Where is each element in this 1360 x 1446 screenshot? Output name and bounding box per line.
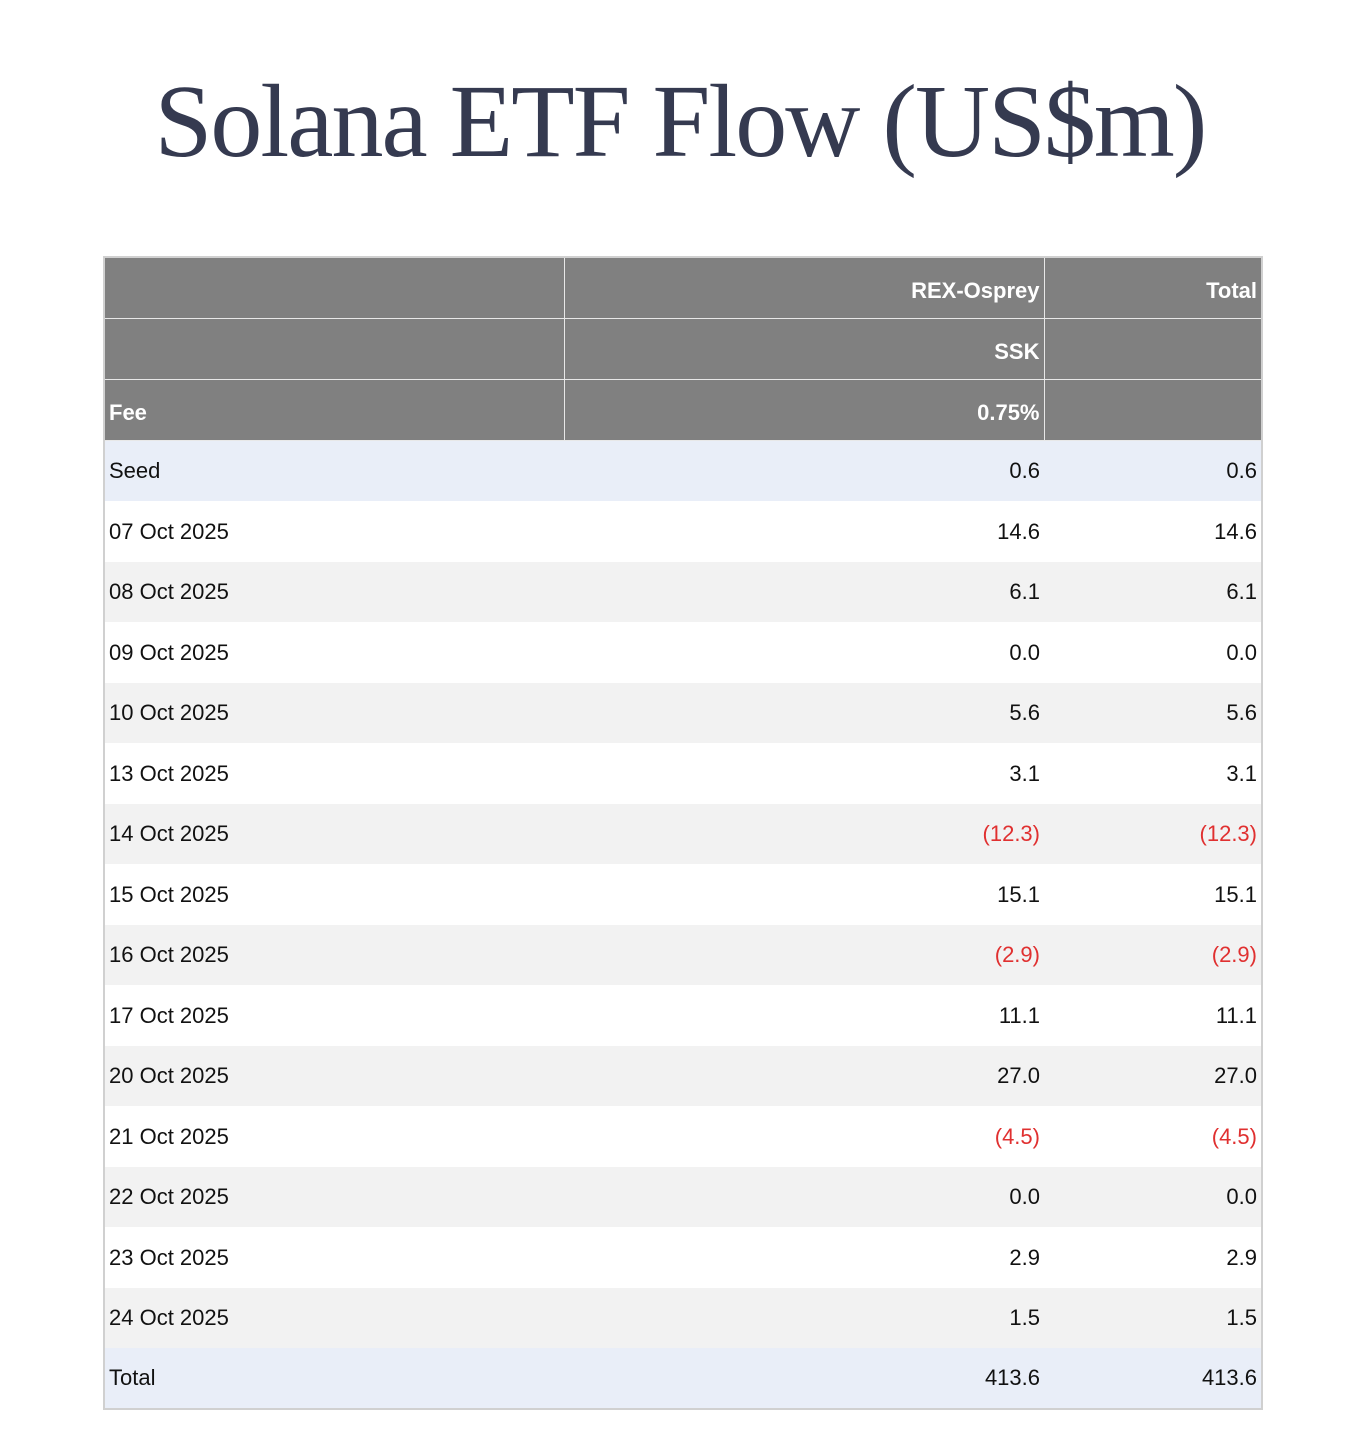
cell-value: 2.9	[564, 1227, 1044, 1288]
cell-value: 3.1	[1044, 743, 1262, 804]
cell-value: 3.1	[564, 743, 1044, 804]
cell-value: (12.3)	[564, 803, 1044, 865]
table-row: 20 Oct 2025 27.0 27.0	[104, 1045, 1262, 1107]
cell-value: 5.6	[1044, 682, 1262, 744]
table-row: 14 Oct 2025 (12.3) (12.3)	[104, 803, 1262, 865]
header-row: Fee 0.75%	[103, 379, 1263, 442]
row-label: 13 Oct 2025	[104, 743, 564, 804]
header-row: REX-Osprey Total	[103, 256, 1263, 319]
row-label: 10 Oct 2025	[104, 682, 564, 744]
row-label: 07 Oct 2025	[104, 501, 564, 562]
table-row: 09 Oct 2025 0.0 0.0	[104, 622, 1262, 683]
cell-value: 0.6	[564, 440, 1044, 502]
header-cell	[1043, 317, 1263, 381]
table-row: Seed 0.6 0.6	[104, 440, 1262, 502]
cell-value: 0.0	[1044, 1166, 1262, 1228]
cell-value: 2.9	[1044, 1227, 1262, 1288]
row-label: Seed	[104, 440, 564, 502]
cell-value: 413.6	[564, 1348, 1044, 1409]
table-row: 22 Oct 2025 0.0 0.0	[104, 1166, 1262, 1228]
cell-value: 14.6	[1044, 501, 1262, 562]
header-cell	[103, 317, 565, 381]
table-header: REX-Osprey Total SSK Fee 0.75%	[103, 256, 1263, 442]
flow-table: REX-Osprey Total SSK Fee 0.75% Seed 0.6 0.…	[103, 256, 1263, 1410]
cell-value: (4.5)	[564, 1106, 1044, 1167]
cell-value: 14.6	[564, 501, 1044, 562]
table-row: 17 Oct 2025 11.1 11.1	[104, 985, 1262, 1046]
cell-value: 27.0	[564, 1045, 1044, 1107]
row-label: 17 Oct 2025	[104, 985, 564, 1046]
table-row: 07 Oct 2025 14.6 14.6	[104, 501, 1262, 562]
row-label: 24 Oct 2025	[104, 1287, 564, 1349]
row-label: Total	[104, 1348, 564, 1409]
header-cell	[103, 256, 565, 319]
table-row: 13 Oct 2025 3.1 3.1	[104, 743, 1262, 804]
cell-value: (2.9)	[564, 924, 1044, 986]
cell-value: 0.0	[564, 1166, 1044, 1228]
table-row: 08 Oct 2025 6.1 6.1	[104, 561, 1262, 623]
cell-value: 1.5	[564, 1287, 1044, 1349]
table-row: 16 Oct 2025 (2.9) (2.9)	[104, 924, 1262, 986]
header-cell	[1043, 379, 1263, 442]
row-label: 20 Oct 2025	[104, 1045, 564, 1107]
row-label: 15 Oct 2025	[104, 864, 564, 925]
column-header: REX-Osprey	[563, 256, 1045, 319]
cell-value: 5.6	[564, 682, 1044, 744]
cell-value: 15.1	[1044, 864, 1262, 925]
row-label: 08 Oct 2025	[104, 561, 564, 623]
cell-value: 0.0	[564, 622, 1044, 683]
cell-value: 1.5	[1044, 1287, 1262, 1349]
column-header: Total	[1043, 256, 1263, 319]
row-label: 09 Oct 2025	[104, 622, 564, 683]
table-row: Total 413.6 413.6	[104, 1348, 1262, 1409]
table-row: 21 Oct 2025 (4.5) (4.5)	[104, 1106, 1262, 1167]
cell-value: (12.3)	[1044, 803, 1262, 865]
cell-value: 11.1	[1044, 985, 1262, 1046]
cell-value: 0.0	[1044, 622, 1262, 683]
cell-value: 11.1	[564, 985, 1044, 1046]
table-row: 24 Oct 2025 1.5 1.5	[104, 1287, 1262, 1349]
table-row: 10 Oct 2025 5.6 5.6	[104, 682, 1262, 744]
table-row: 15 Oct 2025 15.1 15.1	[104, 864, 1262, 925]
ticker: SSK	[563, 317, 1045, 381]
table-body: Seed 0.6 0.6 07 Oct 2025 14.6 14.6 08 Oct 2025…	[104, 440, 1262, 1409]
row-label: 22 Oct 2025	[104, 1166, 564, 1228]
cell-value: (4.5)	[1044, 1106, 1262, 1167]
row-label: 21 Oct 2025	[104, 1106, 564, 1167]
cell-value: 6.1	[1044, 561, 1262, 623]
table-row: 23 Oct 2025 2.9 2.9	[104, 1227, 1262, 1288]
cell-value: (2.9)	[1044, 924, 1262, 986]
cell-value: 413.6	[1044, 1348, 1262, 1409]
cell-value: 0.6	[1044, 440, 1262, 502]
cell-value: 27.0	[1044, 1045, 1262, 1107]
title: Solana ETF Flow (US$m)	[154, 64, 1208, 179]
row-label: 23 Oct 2025	[104, 1227, 564, 1288]
row-label: 16 Oct 2025	[104, 924, 564, 986]
fee-label: Fee	[103, 379, 565, 442]
fee: 0.75%	[563, 379, 1045, 442]
cell-value: 15.1	[564, 864, 1044, 925]
header-row: SSK	[103, 317, 1263, 381]
row-label: 14 Oct 2025	[104, 803, 564, 865]
cell-value: 6.1	[564, 561, 1044, 623]
